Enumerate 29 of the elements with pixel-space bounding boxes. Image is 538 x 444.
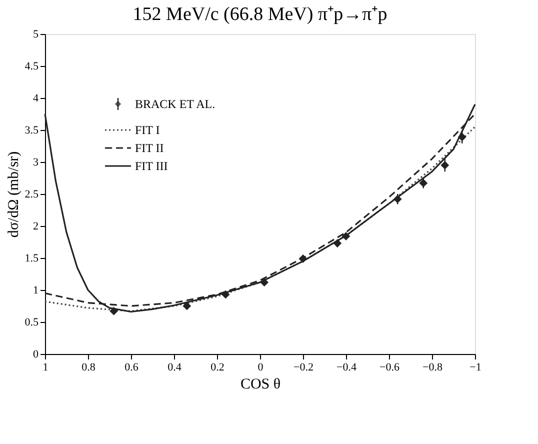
y-tick-label: 3.5 (24, 124, 39, 136)
x-tick-label: 0.8 (82, 362, 96, 374)
y-tick-label: 0 (33, 348, 39, 360)
y-tick-label: 1.5 (24, 252, 39, 264)
x-tick-label: −0.6 (380, 362, 400, 374)
legend-label: FIT I (135, 123, 160, 137)
y-axis-title: dσ/dΩ (mb/sr) (6, 151, 22, 238)
x-tick-label: −0.8 (422, 362, 443, 374)
y-tick-label: 2.5 (24, 188, 39, 200)
y-tick-label: 1 (33, 284, 38, 296)
legend-label: BRACK ET AL. (135, 97, 216, 111)
legend-label: FIT II (135, 141, 164, 155)
x-tick-label: 0.6 (124, 362, 139, 374)
x-tick-label: −1 (470, 362, 482, 374)
x-axis-title: COS θ (240, 376, 281, 392)
x-tick-label: 0.4 (168, 362, 182, 374)
y-tick-label: 0.5 (24, 316, 39, 328)
y-tick-label: 4.5 (24, 60, 39, 72)
y-tick-label: 5 (33, 28, 39, 40)
y-tick-label: 3 (33, 156, 39, 168)
y-tick-label: 4 (33, 92, 39, 104)
legend-label: FIT III (135, 159, 168, 173)
y-tick-label: 2 (33, 220, 38, 232)
x-tick-label: −0.4 (336, 362, 357, 374)
x-tick-label: 1 (42, 362, 48, 374)
x-tick-label: −0.2 (294, 362, 314, 374)
x-tick-label: 0 (258, 362, 264, 374)
x-tick-label: 0.2 (210, 362, 224, 374)
chart-title: 152 MeV/c (66.8 MeV) π⁺p→π⁺p (132, 4, 388, 25)
